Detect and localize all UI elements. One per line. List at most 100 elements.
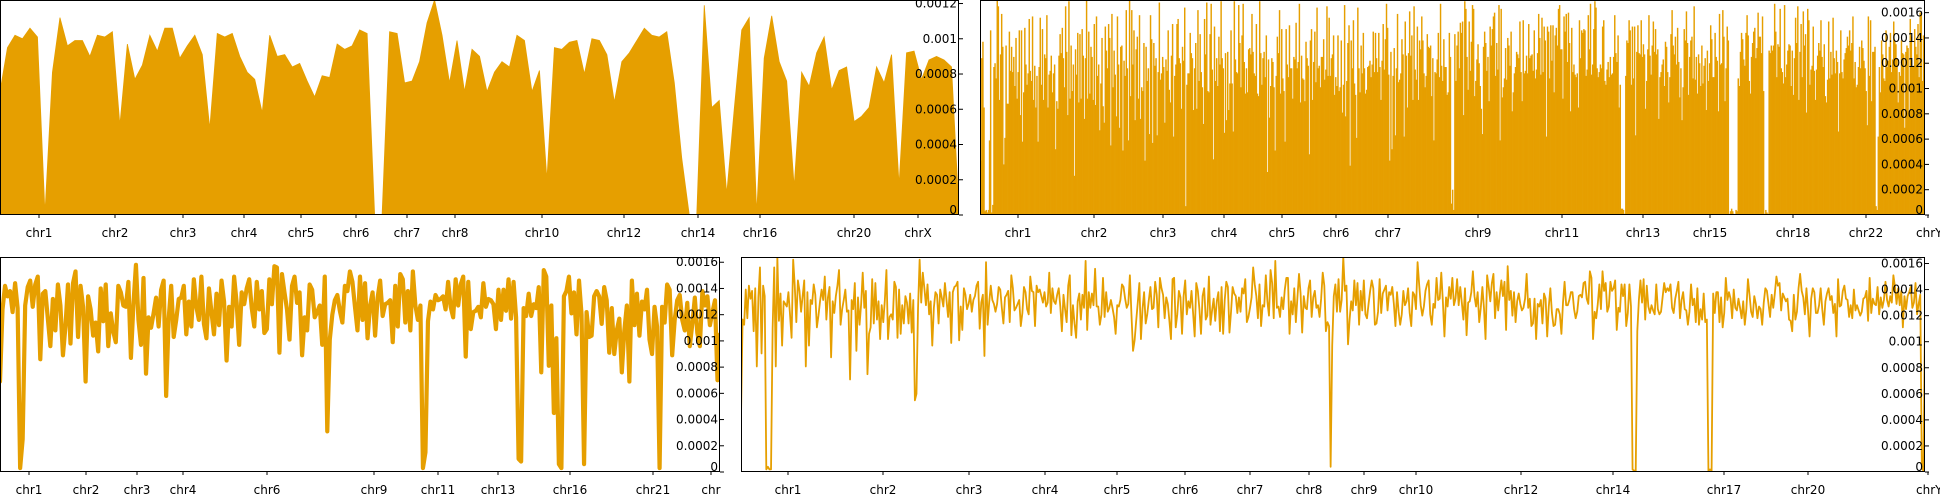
bar-mark (1682, 87, 1684, 215)
bar-mark (1408, 11, 1411, 215)
bar-mark (1882, 54, 1884, 215)
bar-mark (1649, 55, 1651, 215)
bar-mark (1462, 115, 1465, 215)
bar-mark (1263, 51, 1265, 215)
x-tick-label: chr16 (553, 483, 587, 497)
bar-mark (1648, 15, 1650, 215)
bar-mark (1611, 73, 1614, 215)
bar-mark (1273, 87, 1275, 215)
bar-mark (1138, 15, 1141, 215)
bar-mark (1627, 43, 1629, 215)
bar-mark (1858, 46, 1861, 215)
bar-mark (1804, 34, 1807, 215)
bar-mark (1236, 73, 1239, 215)
bar-mark (1006, 103, 1008, 215)
bar-mark (1772, 45, 1775, 215)
bar-mark (1637, 25, 1639, 215)
bar-mark (1478, 63, 1480, 215)
bar-mark (1893, 21, 1895, 215)
bar-mark (1692, 78, 1694, 215)
x-tick-label: chr2 (102, 226, 129, 240)
bar-mark (1793, 58, 1796, 215)
bar-mark (1079, 34, 1081, 215)
bar-mark (1328, 17, 1330, 215)
bar-mark (1434, 72, 1436, 215)
y-tick-label: 0.0008 (1881, 107, 1923, 121)
bar-mark (1106, 68, 1109, 215)
bar-mark (1769, 53, 1771, 215)
bar-mark (1499, 140, 1501, 215)
bar-mark (1800, 24, 1802, 215)
bar-mark (1283, 91, 1285, 215)
bar-mark (1047, 107, 1049, 215)
bar-mark (1314, 31, 1316, 215)
x-tick-label: chr14 (681, 226, 715, 240)
bar-mark (1242, 3, 1244, 215)
bar-mark (1626, 40, 1628, 215)
bar-mark (1043, 54, 1046, 215)
bar-mark (1018, 30, 1021, 215)
bar-mark (1662, 59, 1665, 215)
bar-mark (1819, 50, 1821, 215)
bar-mark (1705, 110, 1708, 215)
bar-mark (1253, 73, 1255, 215)
bar-mark (1862, 48, 1864, 215)
bar-mark (1504, 48, 1507, 215)
bar-mark (1863, 60, 1865, 215)
bar-mark (1553, 92, 1555, 215)
x-tick-label: chr11 (1545, 226, 1579, 240)
plot-area (0, 262, 720, 471)
bar-mark (1481, 134, 1484, 215)
bar-mark (1292, 98, 1294, 215)
bar-mark (1713, 77, 1715, 215)
bar-mark (1579, 58, 1582, 215)
bar-mark (1212, 159, 1215, 215)
bar-mark (1008, 31, 1011, 215)
bar-mark (1224, 53, 1227, 215)
bar-mark (1427, 46, 1430, 215)
bar-mark (1816, 55, 1819, 215)
x-tick-label: chr2 (1081, 226, 1108, 240)
bar-mark (1855, 87, 1857, 215)
bar-mark (1605, 84, 1607, 215)
bar-mark (1289, 68, 1292, 215)
bar-mark (1651, 45, 1653, 215)
bar-mark (1718, 13, 1721, 215)
bar-mark (1603, 20, 1605, 215)
bar-mark (1724, 101, 1726, 215)
bar-mark (1114, 74, 1116, 215)
bar-mark (1707, 80, 1710, 215)
bar-mark (1833, 58, 1835, 215)
bar-mark (1544, 40, 1547, 215)
bar-mark (1466, 56, 1468, 215)
bar-mark (1545, 136, 1548, 215)
bar-mark (1802, 11, 1805, 215)
bar-mark (1568, 43, 1571, 215)
bar-mark (1204, 54, 1207, 215)
bar-mark (1186, 84, 1188, 215)
bar-mark (1521, 101, 1523, 215)
bar-mark (1352, 20, 1355, 215)
bar-mark (1117, 64, 1120, 215)
bar-mark (1056, 101, 1058, 215)
bar-mark (1309, 40, 1312, 215)
bar-mark (1650, 74, 1652, 215)
bar-mark (1213, 26, 1216, 215)
bar-mark (1798, 99, 1800, 215)
bar-mark (1255, 24, 1258, 215)
bar-mark (1412, 99, 1414, 215)
bar-mark (1103, 122, 1105, 215)
bar-mark (1741, 39, 1744, 215)
y-tick-label: 0.0008 (1881, 361, 1923, 375)
bar-mark (1411, 35, 1413, 215)
x-tick-label: chr10 (1399, 483, 1433, 497)
bar-mark (1407, 53, 1410, 215)
bar-mark (985, 209, 987, 215)
bar-mark (1342, 84, 1345, 215)
bar-mark (1496, 43, 1498, 215)
bar-mark (1576, 73, 1578, 215)
bar-mark (1783, 5, 1786, 215)
bar-mark (1565, 13, 1567, 215)
chart-panel-top-right: 0.0016 0.0014 0.0012 0.001 0.0008 0.0006 0.000… (980, 0, 1940, 240)
